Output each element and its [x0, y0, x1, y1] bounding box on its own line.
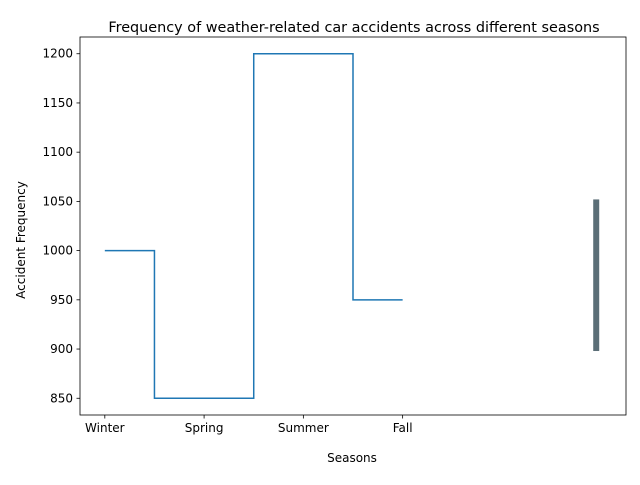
y-tick-label: 1050: [42, 194, 73, 208]
x-tick-label: Summer: [278, 421, 329, 435]
extra-bar: [593, 199, 600, 352]
x-tick-label: Fall: [393, 421, 413, 435]
y-tick-label: 1100: [42, 145, 73, 159]
x-axis-label: Seasons: [327, 451, 377, 465]
y-tick-label: 850: [50, 391, 73, 405]
y-tick-label: 1150: [42, 96, 73, 110]
y-tick-label: 950: [50, 293, 73, 307]
y-axis-label: Accident Frequency: [14, 181, 28, 299]
axes-frame: [79, 36, 627, 416]
y-tick-label: 900: [50, 342, 73, 356]
plot-layer: 850 900 950 1000 1050 1100 1150 1200 Winter Sprin…: [42, 36, 627, 435]
x-tick-label: Spring: [185, 421, 224, 435]
y-tick-label: 1200: [42, 47, 73, 61]
x-tick-label: Winter: [85, 421, 125, 435]
chart-title: Frequency of weather-related car acciden…: [108, 20, 599, 36]
y-tick-label: 1000: [42, 244, 73, 258]
series-step-line: [104, 52, 403, 400]
